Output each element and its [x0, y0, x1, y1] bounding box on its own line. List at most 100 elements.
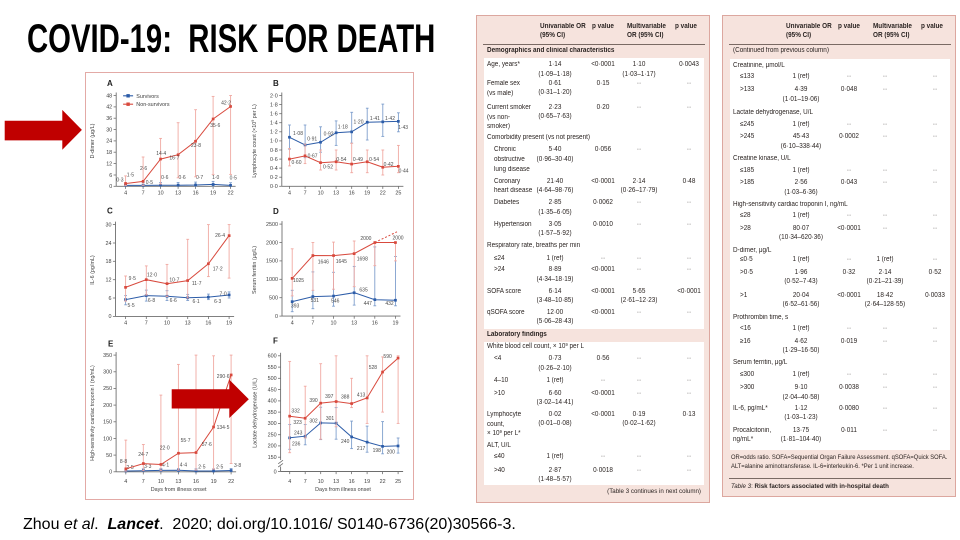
svg-text:19: 19	[364, 479, 370, 485]
svg-text:13: 13	[351, 320, 357, 326]
svg-text:24·7: 24·7	[138, 452, 148, 458]
svg-text:528: 528	[369, 365, 378, 371]
svg-text:4: 4	[288, 479, 291, 485]
svg-text:2·5: 2·5	[198, 465, 205, 471]
svg-text:7: 7	[142, 479, 145, 485]
svg-text:1·4: 1·4	[270, 121, 278, 127]
svg-text:18: 18	[106, 150, 112, 156]
svg-text:E: E	[108, 340, 114, 349]
svg-text:16: 16	[349, 479, 355, 485]
svg-text:6·3: 6·3	[214, 299, 221, 305]
svg-text:0: 0	[109, 314, 112, 320]
svg-text:546: 546	[331, 299, 340, 305]
svg-text:22: 22	[228, 191, 234, 197]
svg-text:350: 350	[268, 410, 277, 416]
svg-text:300: 300	[103, 370, 112, 376]
svg-text:4: 4	[124, 191, 127, 197]
svg-text:236: 236	[292, 442, 301, 448]
svg-text:0·52: 0·52	[323, 164, 333, 170]
svg-text:413: 413	[357, 393, 366, 399]
svg-text:50: 50	[106, 453, 112, 459]
svg-text:302: 302	[309, 419, 318, 425]
svg-text:0: 0	[274, 469, 277, 475]
svg-text:4: 4	[288, 191, 291, 197]
svg-text:0: 0	[109, 184, 112, 190]
svg-text:Serum ferritin (μg/L): Serum ferritin (μg/L)	[252, 246, 258, 294]
svg-text:200: 200	[387, 449, 396, 455]
svg-text:25: 25	[395, 191, 401, 197]
svg-text:6: 6	[109, 296, 112, 302]
svg-text:0·44: 0·44	[399, 169, 409, 175]
svg-text:4·1: 4·1	[162, 462, 169, 468]
svg-text:1025: 1025	[293, 278, 304, 284]
svg-text:1·0: 1·0	[212, 175, 219, 181]
svg-text:30: 30	[106, 127, 112, 133]
svg-text:301: 301	[326, 416, 335, 422]
svg-text:1500: 1500	[266, 259, 278, 265]
svg-text:10: 10	[158, 191, 164, 197]
svg-text:1·2: 1·2	[270, 130, 278, 136]
svg-text:10: 10	[331, 320, 337, 326]
svg-text:24: 24	[106, 241, 112, 247]
svg-text:12: 12	[106, 278, 112, 284]
svg-text:C: C	[107, 207, 113, 216]
svg-text:393: 393	[291, 304, 300, 310]
svg-text:450: 450	[268, 387, 277, 393]
svg-text:9·5: 9·5	[129, 276, 136, 282]
svg-text:1·20: 1·20	[353, 120, 363, 126]
svg-text:447: 447	[364, 301, 373, 307]
svg-text:1·42: 1·42	[385, 116, 395, 122]
svg-text:D: D	[273, 207, 279, 216]
svg-text:250: 250	[268, 433, 277, 439]
svg-text:0·2: 0·2	[270, 175, 278, 181]
svg-text:16: 16	[193, 191, 199, 197]
svg-text:7: 7	[311, 320, 314, 326]
svg-text:198: 198	[373, 448, 382, 454]
svg-text:13: 13	[175, 479, 181, 485]
svg-text:200: 200	[103, 403, 112, 409]
svg-text:Days from illness onset: Days from illness onset	[151, 487, 207, 493]
svg-text:11·7: 11·7	[192, 281, 202, 287]
svg-text:4: 4	[291, 320, 294, 326]
svg-text:1·08: 1·08	[293, 131, 303, 137]
svg-text:0·42: 0·42	[384, 162, 394, 168]
svg-text:16: 16	[205, 321, 211, 327]
svg-text:6·8: 6·8	[148, 298, 155, 304]
svg-text:240: 240	[341, 439, 350, 445]
svg-text:388: 388	[341, 394, 350, 400]
svg-text:1·43: 1·43	[398, 125, 408, 131]
svg-text:57·6: 57·6	[202, 442, 212, 448]
svg-text:19: 19	[211, 479, 217, 485]
svg-text:42: 42	[106, 105, 112, 111]
svg-text:F: F	[273, 337, 278, 346]
svg-text:400: 400	[268, 399, 277, 405]
svg-text:0·6: 0·6	[178, 175, 185, 181]
svg-text:D-dimer (μg/L): D-dimer (μg/L)	[90, 123, 96, 158]
svg-text:23·8: 23·8	[191, 143, 201, 149]
svg-text:134·5: 134·5	[217, 425, 230, 431]
svg-text:550: 550	[268, 365, 277, 371]
svg-text:14·4: 14·4	[156, 151, 166, 157]
svg-text:1000: 1000	[266, 277, 278, 283]
svg-text:500: 500	[269, 296, 278, 302]
svg-text:350: 350	[103, 353, 112, 359]
svg-text:250: 250	[103, 386, 112, 392]
svg-text:217: 217	[357, 446, 366, 452]
svg-text:635: 635	[359, 288, 368, 294]
svg-text:2·0: 2·0	[270, 93, 278, 99]
svg-text:0·67: 0·67	[308, 153, 318, 159]
svg-text:4·4: 4·4	[180, 462, 187, 468]
svg-text:0·60: 0·60	[291, 160, 301, 166]
svg-text:0·6: 0·6	[270, 157, 278, 163]
svg-text:4: 4	[124, 479, 127, 485]
svg-text:1·5: 1·5	[127, 173, 134, 179]
svg-text:16: 16	[193, 479, 199, 485]
svg-text:2000: 2000	[392, 236, 403, 242]
svg-text:35·6: 35·6	[210, 123, 220, 129]
svg-text:10·7: 10·7	[169, 277, 179, 283]
svg-text:332: 332	[291, 408, 300, 414]
svg-text:390: 390	[309, 398, 318, 404]
svg-text:42·2: 42·2	[221, 101, 231, 107]
svg-text:22: 22	[380, 191, 386, 197]
svg-text:0·91: 0·91	[307, 137, 317, 143]
